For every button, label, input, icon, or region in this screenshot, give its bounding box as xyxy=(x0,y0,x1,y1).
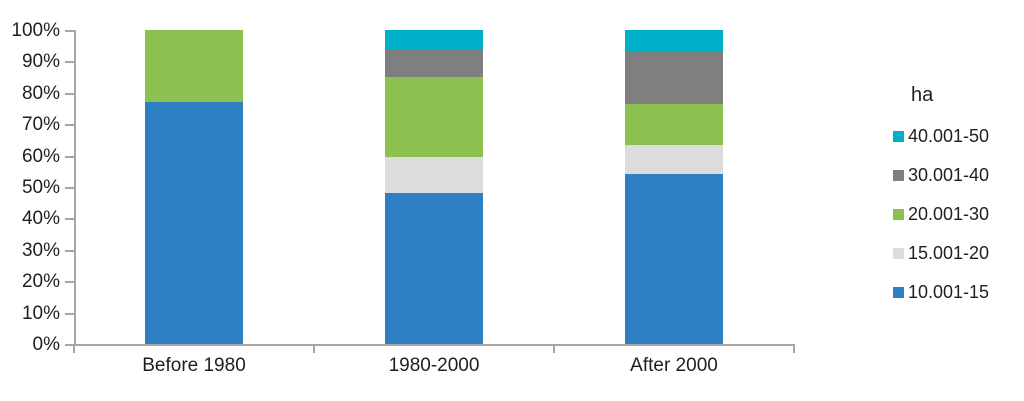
x-axis-label: 1980-2000 xyxy=(388,355,480,376)
legend-label: 10.001-15 xyxy=(908,281,990,302)
legend-swatch-icon xyxy=(893,208,904,220)
y-tick-label: 30% xyxy=(21,239,60,261)
bar-segment-40.001-50 xyxy=(625,30,723,52)
y-tick-label: 40% xyxy=(21,208,60,230)
bar-segment-40.001-50 xyxy=(385,30,483,51)
legend-swatch-icon xyxy=(893,130,904,142)
legend-item: 40.001-50 xyxy=(893,126,989,146)
legend-label: 20.001-30 xyxy=(908,203,990,224)
y-tick-label: 50% xyxy=(21,177,60,198)
bar-after-2000 xyxy=(625,30,723,344)
y-tick-mark xyxy=(65,61,74,64)
y-tick-label: 90% xyxy=(21,51,60,73)
bar-segment-30.001-40 xyxy=(625,52,723,104)
legend-item: 20.001-30 xyxy=(893,204,989,224)
x-axis-line xyxy=(65,344,794,346)
y-axis-line xyxy=(74,30,76,346)
bar-segment-20.001-30 xyxy=(625,103,723,145)
legend-swatch-icon xyxy=(893,169,904,181)
legend-swatch-icon xyxy=(893,247,904,259)
y-tick-mark xyxy=(65,30,74,32)
y-tick-mark xyxy=(65,218,74,221)
x-tick-mark xyxy=(313,344,315,353)
x-tick-mark xyxy=(73,344,75,353)
y-tick-label: 70% xyxy=(21,114,60,136)
legend-label: 40.001-50 xyxy=(908,125,990,146)
bar-segment-20.001-30 xyxy=(385,77,483,158)
legend-items: 40.001-50 30.001-40 20.001-30 15.001-20 10.0… xyxy=(893,126,989,321)
legend-label: 30.001-40 xyxy=(908,164,990,185)
x-tick-mark xyxy=(553,344,555,353)
legend-title: ha xyxy=(911,84,934,106)
y-tick-label: 10% xyxy=(21,302,60,324)
y-tick-label: 0% xyxy=(32,334,60,355)
x-axis-label: After 2000 xyxy=(630,355,718,376)
y-tick-mark xyxy=(65,124,74,127)
y-tick-label: 20% xyxy=(21,271,60,293)
x-axis-label: Before 1980 xyxy=(142,355,246,376)
bar-1980-2000 xyxy=(385,30,483,344)
y-tick-mark xyxy=(65,187,74,189)
bar-segment-15.001-20 xyxy=(625,144,723,175)
bar-segment-30.001-40 xyxy=(385,50,483,78)
y-tick-label: 60% xyxy=(21,145,60,167)
x-tick-mark xyxy=(793,344,795,353)
legend-label: 15.001-20 xyxy=(908,242,990,263)
legend-item: 10.001-15 xyxy=(893,282,989,302)
y-tick-mark xyxy=(65,92,74,95)
y-tick-label: 100% xyxy=(11,20,60,41)
bar-segment-10.001-15 xyxy=(145,102,243,344)
y-tick-label: 80% xyxy=(21,82,60,104)
y-tick-mark xyxy=(65,344,74,346)
y-tick-mark xyxy=(65,312,74,315)
bar-segment-15.001-20 xyxy=(385,157,483,194)
legend-item: 30.001-40 xyxy=(893,165,989,185)
bar-segment-10.001-15 xyxy=(625,174,723,344)
legend-item: 15.001-20 xyxy=(893,243,989,263)
legend: ha 40.001-50 30.001-40 20.001-30 15.001-20 1… xyxy=(893,82,989,302)
bar-segment-20.001-30 xyxy=(145,30,243,103)
bar-segment-10.001-15 xyxy=(385,193,483,344)
y-tick-mark xyxy=(65,249,74,252)
bar-before-1980 xyxy=(145,30,243,344)
y-tick-mark xyxy=(65,281,74,284)
legend-swatch-icon xyxy=(893,286,904,298)
y-tick-mark xyxy=(65,155,74,158)
